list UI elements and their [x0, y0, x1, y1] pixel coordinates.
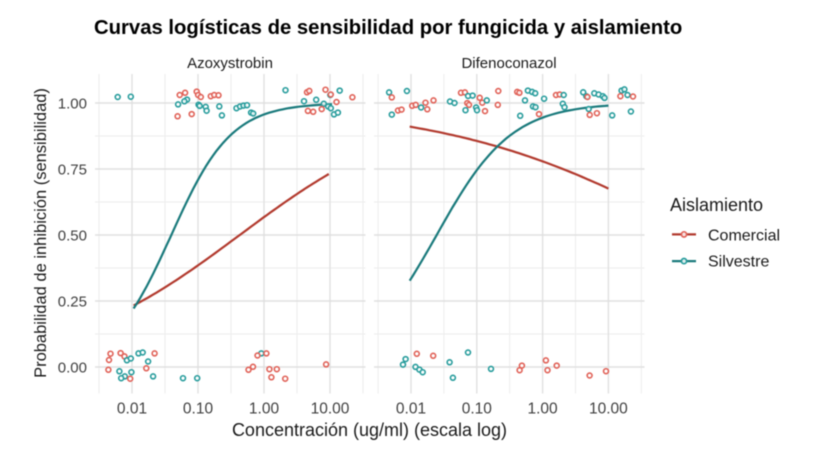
svg-text:10.00: 10.00	[589, 401, 628, 418]
svg-text:Curvas logísticas de sensibili: Curvas logísticas de sensibilidad por fu…	[94, 17, 682, 39]
svg-text:0.25: 0.25	[58, 294, 87, 311]
svg-text:1.00: 1.00	[528, 401, 559, 418]
svg-text:0.00: 0.00	[58, 360, 87, 377]
svg-text:0.01: 0.01	[396, 401, 426, 418]
svg-text:0.10: 0.10	[183, 401, 214, 418]
svg-text:0.50: 0.50	[58, 228, 87, 245]
svg-text:Aislamiento: Aislamiento	[670, 195, 763, 215]
svg-text:Difenoconazol: Difenoconazol	[461, 55, 556, 72]
svg-text:0.10: 0.10	[462, 401, 493, 418]
svg-text:Concentración (ug/ml) (escala: Concentración (ug/ml) (escala log)	[232, 420, 507, 440]
svg-text:Probabilidad de inhibición (se: Probabilidad de inhibición (sensibilidad…	[32, 88, 50, 378]
svg-text:1.00: 1.00	[58, 96, 87, 113]
svg-text:10.00: 10.00	[311, 401, 350, 418]
svg-text:0.75: 0.75	[58, 162, 87, 179]
svg-text:1.00: 1.00	[249, 401, 280, 418]
svg-text:0.01: 0.01	[117, 401, 147, 418]
svg-text:Comercial: Comercial	[708, 228, 780, 245]
svg-text:Silvestre: Silvestre	[708, 254, 769, 271]
svg-text:Azoxystrobin: Azoxystrobin	[187, 55, 273, 72]
